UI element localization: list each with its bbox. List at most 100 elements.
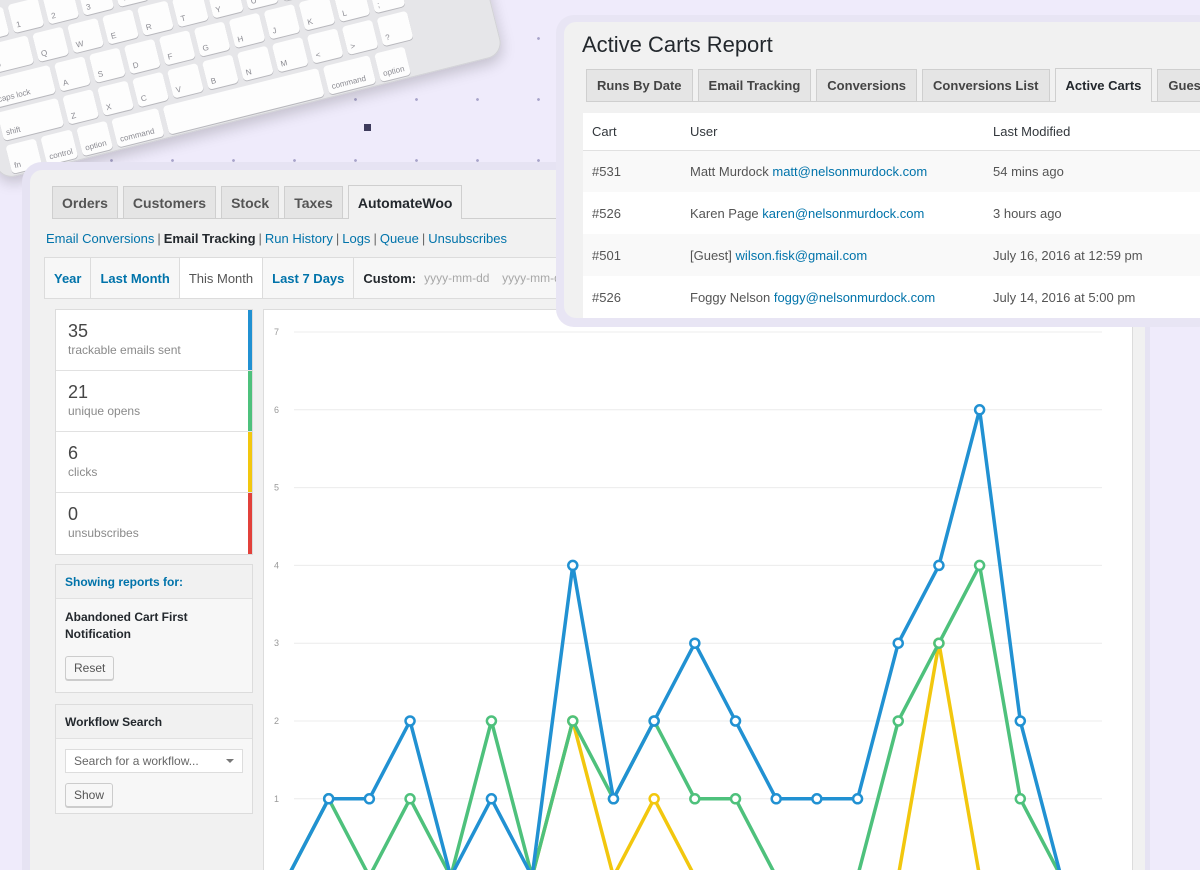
active-carts-report: Active Carts Report Runs By Date Email T…: [564, 22, 1200, 318]
data-point[interactable]: [973, 559, 986, 572]
column-header-last-modified[interactable]: Last Modified: [984, 113, 1200, 151]
data-point[interactable]: [322, 793, 335, 805]
selected-workflow-name: Abandoned Cart First Notification: [65, 610, 188, 641]
tab-guests[interactable]: Guests: [1157, 69, 1200, 101]
data-point[interactable]: [648, 793, 660, 805]
data-point[interactable]: [933, 637, 945, 649]
show-button[interactable]: Show: [65, 783, 114, 807]
cart-id[interactable]: #531: [583, 150, 681, 192]
data-point[interactable]: [485, 715, 498, 727]
start-date-input[interactable]: yyyy-mm-dd: [424, 271, 490, 285]
y-tick-label: 6: [274, 405, 279, 415]
data-point[interactable]: [892, 715, 904, 727]
cart-id[interactable]: #501: [583, 234, 681, 276]
stat-color-bar: [248, 432, 252, 492]
data-point[interactable]: [363, 793, 376, 805]
stat-unsubscribes[interactable]: 0 unsubscribes: [56, 493, 252, 554]
column-header-cart[interactable]: Cart: [583, 113, 681, 151]
workflow-search-placeholder: Search for a workflow...: [74, 754, 199, 768]
data-point[interactable]: [607, 793, 620, 805]
user-name: Foggy Nelson: [690, 289, 771, 305]
stat-color-bar: [248, 310, 252, 370]
end-date-input[interactable]: yyyy-mm-dd: [502, 271, 568, 285]
data-point[interactable]: [689, 637, 701, 649]
custom-label: Custom:: [363, 270, 417, 286]
keyboard-key: J: [263, 3, 301, 40]
range-last-month[interactable]: Last Month: [91, 258, 180, 298]
tab-customers[interactable]: Customers: [122, 186, 217, 218]
cart-last-modified: 3 hours ago: [993, 205, 1062, 221]
cart-id[interactable]: #526: [592, 289, 621, 305]
column-header-user[interactable]: User: [681, 113, 984, 151]
data-point[interactable]: [567, 559, 579, 572]
workflow-search-select[interactable]: Search for a workflow...: [65, 749, 243, 773]
keyboard-key: 2: [42, 0, 80, 25]
keyboard-key: N: [236, 45, 274, 82]
subnav-email-tracking[interactable]: Email Tracking: [163, 231, 256, 246]
data-point[interactable]: [729, 793, 742, 805]
keyboard-key: A: [53, 56, 91, 92]
subnav-run-history[interactable]: Run History: [264, 231, 333, 246]
cart-user: Foggy Nelson foggy@nelsonmurdock.com: [681, 276, 984, 318]
stat-clicks[interactable]: 6 clicks: [56, 432, 252, 493]
keyboard-key: ?: [376, 10, 414, 47]
range-year[interactable]: Year: [45, 258, 92, 298]
subnav-unsubscribes[interactable]: Unsubscribes: [428, 231, 508, 246]
reset-button[interactable]: Reset: [65, 656, 115, 680]
tab-conversions[interactable]: Conversions: [816, 69, 918, 101]
stat-emails-sent[interactable]: 35 trackable emails sent: [56, 310, 252, 371]
table-header-row: Cart User Last Modified: [583, 113, 1200, 151]
tab-stock[interactable]: Stock: [221, 186, 280, 218]
data-point[interactable]: [404, 793, 416, 805]
data-point[interactable]: [892, 637, 904, 649]
tab-conversions-list[interactable]: Conversions List: [922, 69, 1050, 101]
keyboard-key: C: [131, 71, 170, 108]
tab-orders[interactable]: Orders: [52, 186, 118, 218]
data-point[interactable]: [973, 404, 986, 416]
range-last-7-days[interactable]: Last 7 Days: [263, 258, 355, 298]
user-email-link[interactable]: matt@nelsonmurdock.com: [772, 163, 928, 179]
subnav-queue[interactable]: Queue: [379, 231, 419, 246]
y-tick-label: 3: [274, 638, 279, 648]
data-point[interactable]: [689, 793, 701, 805]
stats-legend: 35 trackable emails sent 21 unique opens…: [55, 309, 253, 555]
range-custom: Custom: yyyy-mm-dd yyyy-mm-dd: [354, 258, 581, 298]
data-point[interactable]: [567, 715, 579, 727]
table-row: #531 Matt Murdock matt@nelsonmurdock.com…: [583, 150, 1200, 192]
table-row: #526 Karen Page karen@nelsonmurdock.com …: [583, 192, 1200, 234]
stat-unique-opens[interactable]: 21 unique opens: [56, 371, 252, 432]
data-point[interactable]: [811, 793, 823, 805]
data-point[interactable]: [933, 559, 945, 572]
user-email-link[interactable]: wilson.fisk@gmail.com: [735, 247, 868, 263]
range-this-month[interactable]: This Month: [179, 258, 264, 298]
user-email-link[interactable]: karen@nelsonmurdock.com: [762, 205, 925, 221]
data-point[interactable]: [729, 715, 742, 727]
tab-active-carts[interactable]: Active Carts: [1054, 68, 1153, 102]
tab-automatewoo[interactable]: AutomateWoo: [347, 185, 463, 219]
data-point[interactable]: [485, 793, 498, 805]
keyboard-key: K: [298, 0, 336, 31]
keyboard-key: D: [123, 38, 161, 75]
data-point[interactable]: [404, 715, 416, 727]
tab-taxes[interactable]: Taxes: [284, 186, 343, 218]
tab-runs-by-date[interactable]: Runs By Date: [586, 69, 693, 101]
showing-reports-heading: Showing reports for:: [56, 565, 252, 599]
user-email-link[interactable]: foggy@nelsonmurdock.com: [773, 289, 936, 305]
subnav-logs[interactable]: Logs: [342, 231, 371, 246]
cart-id[interactable]: #526: [592, 205, 621, 221]
data-point[interactable]: [648, 715, 660, 727]
stat-label: clicks: [68, 465, 98, 479]
data-point[interactable]: [770, 793, 782, 805]
keyboard-key: control: [40, 129, 79, 166]
subnav-email-conversions[interactable]: Email Conversions: [46, 231, 155, 246]
tab-email-tracking[interactable]: Email Tracking: [697, 69, 812, 101]
keyboard-key: 3: [77, 0, 115, 16]
series-line-unique-opens: [289, 563, 1060, 870]
square-dot-decoration: [364, 124, 371, 131]
keyboard-key: T: [171, 0, 209, 28]
data-point[interactable]: [1014, 715, 1027, 727]
data-point[interactable]: [851, 793, 864, 805]
data-point[interactable]: [1014, 793, 1027, 805]
line-chart-svg: 1 2 3 4 5 6 7: [274, 327, 1102, 870]
chevron-down-icon: [226, 759, 234, 763]
